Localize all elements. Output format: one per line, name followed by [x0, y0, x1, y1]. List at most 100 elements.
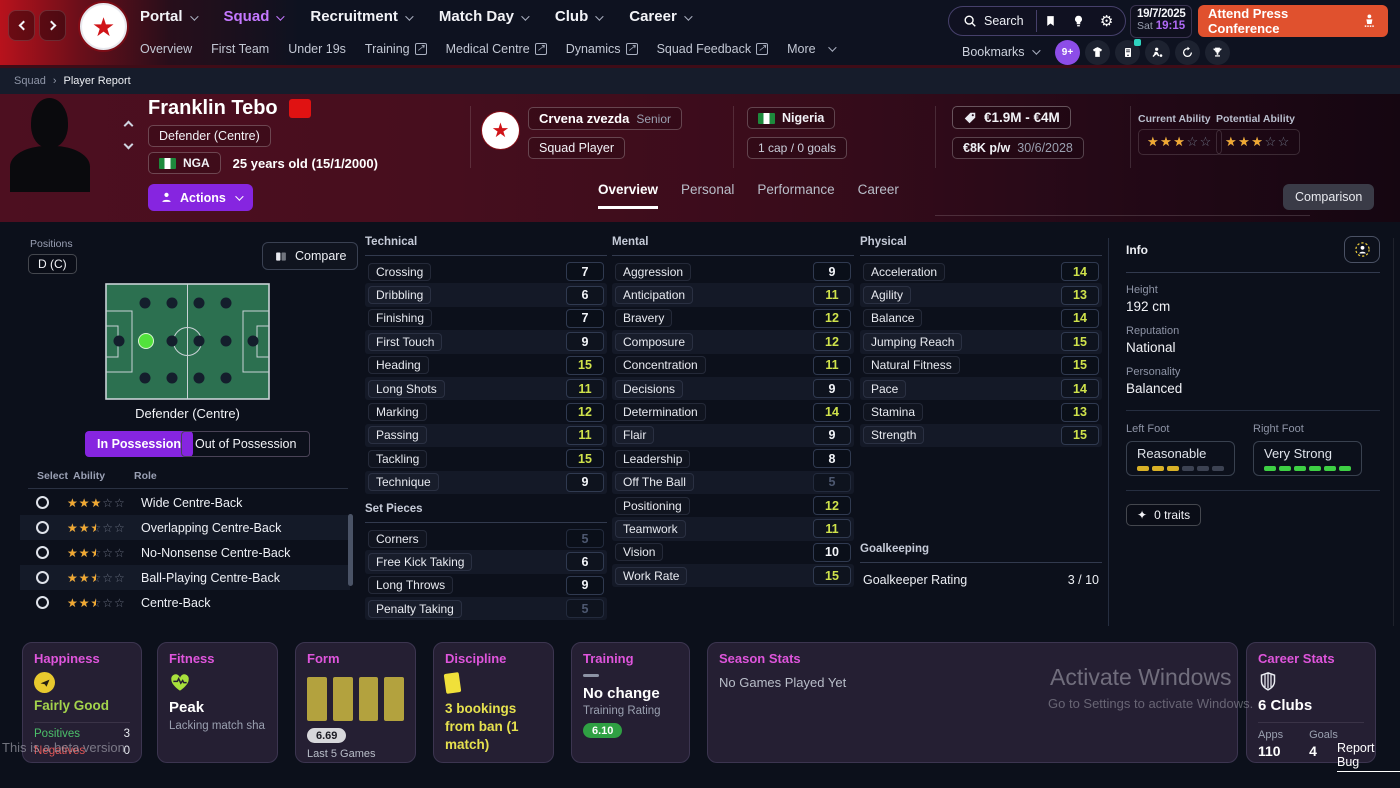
compare-button[interactable]: Compare: [262, 242, 359, 270]
nav-career[interactable]: Career: [629, 8, 693, 25]
positives-row: Positives 3: [34, 728, 130, 740]
attribute-row: Dribbling 6: [365, 283, 607, 307]
role-radio-button[interactable]: [36, 546, 49, 559]
tab-overview[interactable]: Overview: [598, 182, 659, 209]
bookmarks-dropdown[interactable]: Bookmarks: [962, 45, 1041, 59]
breadcrumb-squad[interactable]: Squad: [14, 75, 46, 87]
attribute-row: Technique 9: [365, 470, 607, 494]
comparison-button[interactable]: Comparison: [1283, 184, 1375, 210]
subnav-squad-feedback[interactable]: Squad Feedback ↗: [656, 42, 769, 56]
divider: [935, 215, 1310, 216]
inbox-badge[interactable]: 9+: [1055, 40, 1080, 65]
attend-press-conference-button[interactable]: Attend Press Conference: [1198, 5, 1388, 37]
divider: [1130, 106, 1131, 168]
role-ability-stars: ☆☆☆☆☆★★★★★: [67, 545, 126, 560]
height-field: Height 192 cm: [1126, 284, 1380, 314]
attribute-value: 9: [566, 472, 604, 492]
attribute-value: 6: [566, 552, 604, 572]
subnav-under-19s[interactable]: Under 19s: [288, 42, 346, 56]
role-radio-button[interactable]: [36, 521, 49, 534]
attribute-row: Positioning 12: [612, 494, 854, 517]
current-ability-stars: ☆☆☆☆☆★★★★★: [1138, 129, 1222, 155]
role-radio-button[interactable]: [36, 571, 49, 584]
subnav-dynamics[interactable]: Dynamics ↗: [565, 42, 638, 56]
subnav-medical-centre[interactable]: Medical Centre ↗: [445, 42, 547, 56]
nav-portal[interactable]: Portal: [140, 8, 199, 25]
scout-report-button[interactable]: [1344, 236, 1380, 263]
in-possession-toggle[interactable]: In Possession: [85, 431, 194, 457]
attribute-label: Work Rate: [615, 566, 688, 585]
goals-value: 4: [1309, 743, 1317, 759]
search-icon: [964, 15, 976, 27]
attribute-row: Composure 12: [612, 330, 854, 354]
subnav-more[interactable]: More: [787, 42, 837, 56]
tab-personal[interactable]: Personal: [681, 182, 735, 197]
actions-button[interactable]: Actions: [148, 184, 253, 211]
squad-shirt-icon[interactable]: [1085, 40, 1110, 65]
trophy-icon[interactable]: [1205, 40, 1230, 65]
traits-chip[interactable]: ✦ 0 traits: [1126, 504, 1202, 526]
press-conference-podium-icon: [1365, 14, 1375, 27]
search-input[interactable]: Search: [953, 14, 1036, 28]
next-player-button[interactable]: [123, 139, 135, 151]
date-text: 19/7/2025: [1137, 8, 1186, 20]
out-of-possession-toggle[interactable]: Out of Possession: [181, 431, 311, 457]
news-clipboard-icon[interactable]: [1115, 39, 1141, 65]
dugout-assistant-icon[interactable]: [1145, 40, 1170, 65]
tab-performance[interactable]: Performance: [757, 182, 835, 197]
settings-gear-icon[interactable]: ⚙: [1099, 12, 1114, 30]
back-button[interactable]: [8, 10, 35, 41]
nationality-row: NGA 25 years old (15/1/2000): [148, 152, 378, 174]
role-row[interactable]: ☆☆☆☆☆★★★★★ Overlapping Centre-Back: [20, 515, 350, 540]
attribute-row: Aggression 9: [612, 260, 854, 283]
roles-scrollbar[interactable]: [348, 514, 353, 586]
chevron-down-icon: [123, 139, 134, 150]
role-row[interactable]: ☆☆☆☆☆★★★★★ Ball-Playing Centre-Back: [20, 565, 350, 590]
divider: [1258, 722, 1364, 723]
previous-player-button[interactable]: [123, 120, 135, 132]
form-bars-chart: [307, 677, 404, 721]
forward-button[interactable]: [39, 10, 66, 41]
game-date-time[interactable]: 19/7/2025 Sat 19:15: [1130, 5, 1192, 38]
role-row[interactable]: ☆☆☆☆☆★★★★★ Centre-Back: [20, 590, 350, 615]
role-row[interactable]: ☆☆☆☆☆★★★★★ Wide Centre-Back: [20, 490, 350, 515]
attribute-label: Natural Fitness: [863, 356, 960, 375]
roles-col-ability: Ability: [73, 470, 106, 482]
physical-rows: Acceleration 14 Agility 13 Balance 14 Ju…: [860, 260, 1102, 448]
tab-career[interactable]: Career: [857, 182, 899, 197]
nav-recruitment[interactable]: Recruitment: [310, 8, 414, 25]
attribute-label: Marking: [368, 403, 427, 422]
role-radio-button[interactable]: [36, 496, 49, 509]
role-name: No-Nonsense Centre-Back: [141, 545, 291, 560]
report-bug-link[interactable]: Report Bug: [1337, 741, 1400, 772]
nav-squad[interactable]: Squad: [224, 8, 286, 25]
nigeria-flag-icon: [159, 157, 176, 169]
pitch-caption: Defender (Centre): [135, 406, 240, 421]
attribute-label: Bravery: [615, 309, 673, 328]
subnav-training[interactable]: Training ↗: [364, 42, 427, 56]
bookmark-icon[interactable]: [1037, 8, 1065, 34]
nav-club[interactable]: Club: [555, 8, 604, 25]
left-foot: Left Foot Reasonable: [1126, 423, 1253, 476]
training-card: Training No change Training Rating 6.10: [571, 642, 690, 763]
discipline-card: Discipline 3 bookings from ban (1 match): [433, 642, 554, 763]
role-radio-button[interactable]: [36, 596, 49, 609]
subnav-first-team[interactable]: First Team: [211, 42, 270, 56]
career-apps: Apps 110: [1258, 729, 1283, 759]
squad-status-chip: Squad Player: [528, 137, 626, 159]
role-row[interactable]: ☆☆☆☆☆★★★★★ No-Nonsense Centre-Back: [20, 540, 350, 565]
attribute-label: Agility: [863, 286, 912, 305]
subnav-overview[interactable]: Overview: [140, 42, 193, 56]
mental-rows: Aggression 9 Anticipation 11 Bravery 12 …: [612, 260, 854, 588]
sync-refresh-icon[interactable]: [1175, 40, 1200, 65]
discipline-title: Discipline: [445, 651, 507, 666]
chevron-left-icon: [18, 20, 28, 31]
club-crest-logo[interactable]: ★: [80, 3, 127, 50]
goals-label: Goals: [1309, 729, 1338, 741]
nav-match-day[interactable]: Match Day: [439, 8, 530, 25]
no-change-dash-icon: [583, 674, 599, 677]
hint-bulb-icon[interactable]: [1065, 8, 1093, 34]
attribute-value: 15: [813, 566, 851, 586]
club-chip[interactable]: Crvena zvezda Senior: [528, 107, 683, 130]
country-chip[interactable]: Nigeria: [747, 107, 836, 129]
